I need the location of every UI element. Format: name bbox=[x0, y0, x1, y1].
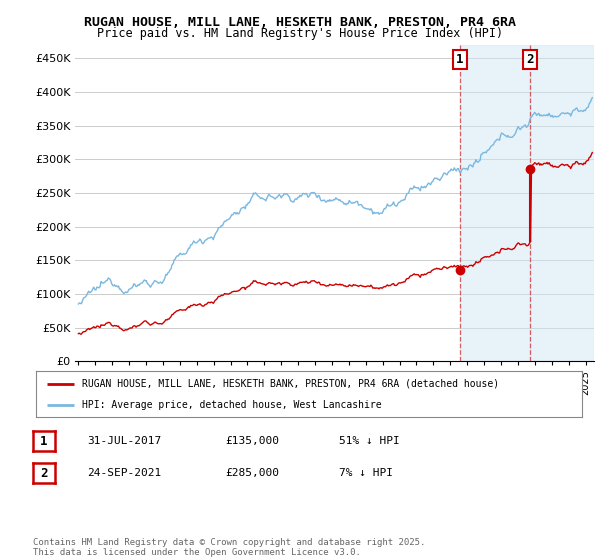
Text: RUGAN HOUSE, MILL LANE, HESKETH BANK, PRESTON, PR4 6RA: RUGAN HOUSE, MILL LANE, HESKETH BANK, PR… bbox=[84, 16, 516, 29]
Text: 2: 2 bbox=[40, 466, 47, 480]
Text: 2: 2 bbox=[527, 53, 534, 66]
Text: 31-JUL-2017: 31-JUL-2017 bbox=[87, 436, 161, 446]
Text: £135,000: £135,000 bbox=[225, 436, 279, 446]
Bar bbox=[530, 45, 594, 361]
Text: £285,000: £285,000 bbox=[225, 468, 279, 478]
Text: Price paid vs. HM Land Registry's House Price Index (HPI): Price paid vs. HM Land Registry's House … bbox=[97, 27, 503, 40]
Text: Contains HM Land Registry data © Crown copyright and database right 2025.
This d: Contains HM Land Registry data © Crown c… bbox=[33, 538, 425, 557]
Text: 1: 1 bbox=[457, 53, 464, 66]
Text: RUGAN HOUSE, MILL LANE, HESKETH BANK, PRESTON, PR4 6RA (detached house): RUGAN HOUSE, MILL LANE, HESKETH BANK, PR… bbox=[82, 379, 500, 389]
Bar bbox=[460, 45, 530, 361]
Text: 24-SEP-2021: 24-SEP-2021 bbox=[87, 468, 161, 478]
Text: 1: 1 bbox=[40, 435, 47, 448]
Text: 51% ↓ HPI: 51% ↓ HPI bbox=[339, 436, 400, 446]
Text: HPI: Average price, detached house, West Lancashire: HPI: Average price, detached house, West… bbox=[82, 400, 382, 410]
Text: 7% ↓ HPI: 7% ↓ HPI bbox=[339, 468, 393, 478]
